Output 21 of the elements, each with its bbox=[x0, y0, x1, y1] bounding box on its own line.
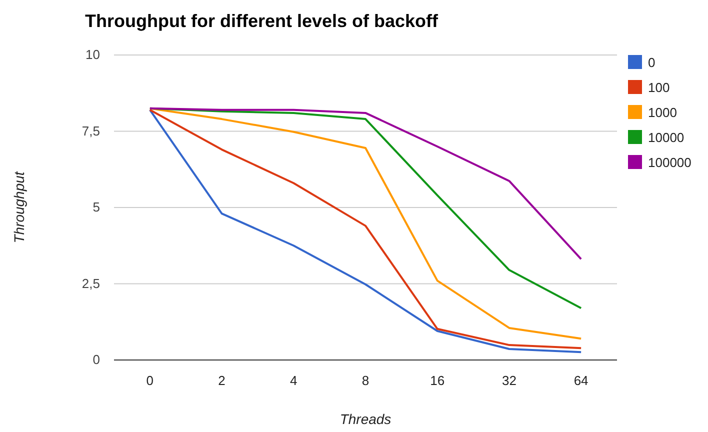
chart-title: Throughput for different levels of backoff bbox=[85, 11, 440, 31]
y-tick-label: 7,5 bbox=[82, 123, 100, 138]
legend-label: 1000 bbox=[648, 105, 677, 120]
x-tick-label: 2 bbox=[218, 373, 226, 388]
x-tick-label: 0 bbox=[146, 373, 154, 388]
line-series bbox=[148, 107, 582, 260]
x-tick-label: 64 bbox=[574, 373, 588, 388]
legend-label: 100000 bbox=[648, 155, 692, 170]
legend-label: 0 bbox=[648, 55, 656, 70]
x-axis-title: Threads bbox=[340, 411, 392, 427]
y-tick-label: 0 bbox=[92, 352, 100, 367]
x-tick-label: 32 bbox=[502, 373, 516, 388]
y-tick-label: 5 bbox=[92, 200, 100, 214]
y-tick-label: 2,5 bbox=[82, 276, 100, 291]
legend-label: 100 bbox=[648, 80, 670, 95]
x-tick-label: 16 bbox=[430, 373, 445, 388]
x-tick-label: 8 bbox=[362, 373, 370, 388]
y-tick-label: 10 bbox=[86, 47, 100, 62]
legend-label: 10000 bbox=[648, 130, 684, 145]
x-tick-label: 4 bbox=[290, 373, 298, 388]
y-axis-title: Throughput bbox=[11, 170, 27, 244]
